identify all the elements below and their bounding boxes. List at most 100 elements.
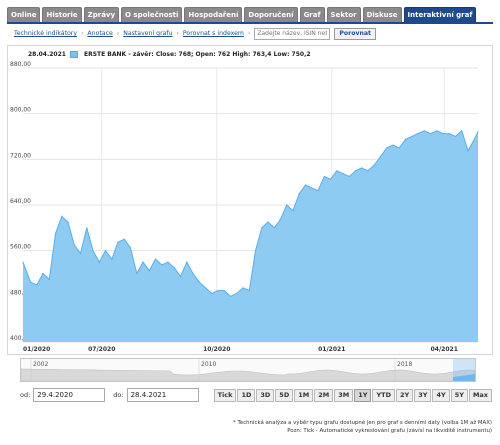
range-button-3d[interactable]: 3D (256, 388, 275, 402)
range-buttons: Tick 1D 3D 5D 1M 2M 3M 1Y YTD 2Y 3Y 4Y 5Y Max (213, 388, 492, 402)
data-point (79, 252, 82, 255)
data-point (436, 130, 438, 132)
to-date-input[interactable] (126, 388, 199, 402)
data-point (273, 227, 275, 229)
range-button-3y[interactable]: 3Y (414, 388, 432, 402)
data-point (192, 272, 194, 275)
tab-doporučení[interactable]: Doporučení (244, 7, 298, 22)
data-point (292, 210, 294, 212)
data-point (411, 135, 413, 138)
data-point (236, 292, 238, 295)
legend-text: ERSTE BANK - závěr: Close: 768; Open: 76… (83, 51, 311, 58)
x-tick-label: 01/2020 (23, 346, 50, 353)
data-point (267, 221, 269, 223)
legend-date: 28.04.2021 (28, 51, 66, 58)
range-button-max[interactable]: Max (468, 388, 492, 402)
data-point (242, 287, 244, 289)
tab-interaktivní-graf[interactable]: Interaktivní graf (403, 7, 477, 22)
data-point (323, 175, 325, 178)
tab-o-společnosti[interactable]: O společnosti (121, 7, 183, 22)
footnote-technical: * Technická analýza a výběr typu grafu d… (233, 420, 492, 426)
data-point (179, 275, 182, 277)
data-point (217, 290, 219, 292)
range-button-4y[interactable]: 4Y (432, 388, 450, 402)
data-point (429, 133, 432, 135)
separator: › (247, 30, 251, 37)
tab-historie[interactable]: Historie (42, 7, 82, 22)
tab-graf[interactable]: Graf (299, 7, 325, 22)
range-button-tick[interactable]: Tick (213, 388, 237, 402)
tab-online[interactable]: Online (7, 7, 41, 22)
data-point (423, 130, 425, 132)
compare-search-input[interactable] (254, 27, 331, 40)
tab-sektor[interactable]: Sektor (326, 7, 361, 22)
data-point (354, 170, 357, 172)
data-point (404, 138, 407, 140)
data-point (279, 218, 282, 220)
data-point (248, 290, 250, 292)
range-button-5d[interactable]: 5D (275, 388, 294, 402)
tab-diskuse[interactable]: Diskuse (362, 7, 402, 22)
data-point (161, 264, 163, 266)
compare-index-link[interactable]: Porovnat s indexem (182, 30, 244, 37)
to-label: do: (113, 391, 124, 399)
range-button-3m[interactable]: 3M (334, 388, 354, 402)
range-button-1y[interactable]: 1Y (354, 388, 372, 402)
data-point (167, 261, 169, 263)
range-button-5y[interactable]: 5Y (450, 388, 468, 402)
data-point (111, 258, 113, 260)
from-label: od: (20, 391, 31, 399)
data-point (98, 261, 100, 263)
price-area (23, 130, 478, 342)
data-point (104, 250, 107, 252)
data-point (29, 281, 32, 283)
footnotes: * Technická analýza a výběr typu grafu d… (233, 419, 492, 435)
data-point (123, 238, 125, 240)
separator: › (81, 30, 84, 37)
separator: › (176, 30, 179, 37)
data-point (348, 175, 350, 178)
data-point (42, 272, 44, 275)
data-point (173, 267, 175, 269)
y-tick-label: 400,00 (10, 335, 31, 342)
data-point (286, 204, 288, 206)
tab-zprávy[interactable]: Zprávy (83, 7, 120, 22)
navigator-year-label: 2010 (201, 361, 216, 368)
y-tick-label: 720,00 (10, 152, 31, 159)
data-point (154, 258, 157, 260)
data-point (398, 147, 400, 149)
navigator-chart[interactable]: 2002 2010 2018 (20, 359, 476, 382)
data-point (92, 250, 94, 252)
data-point (304, 184, 307, 186)
data-point (148, 270, 150, 272)
data-point (86, 227, 88, 229)
range-button-2y[interactable]: 2Y (396, 388, 414, 402)
data-point (254, 250, 257, 252)
range-navigator[interactable]: 2002 2010 2018 (20, 358, 476, 382)
navigator-year-label: 2018 (397, 361, 412, 368)
range-button-1m[interactable]: 1M (294, 388, 314, 402)
annotation-link[interactable]: Anotace (87, 30, 113, 37)
data-point (417, 133, 419, 135)
data-point (392, 144, 394, 146)
data-point (448, 133, 450, 135)
data-point (454, 135, 457, 138)
tab-hospodaření[interactable]: Hospodaření (184, 7, 243, 22)
from-date-input[interactable] (33, 388, 106, 402)
data-point (467, 150, 469, 152)
compare-button[interactable]: Porovnat (334, 27, 377, 40)
range-button-2m[interactable]: 2M (314, 388, 334, 402)
data-point (54, 232, 57, 235)
range-button-ytd[interactable]: YTD (372, 388, 395, 402)
range-button-1d[interactable]: 1D (237, 388, 256, 402)
data-point (442, 133, 444, 135)
data-point (22, 261, 24, 263)
chart-settings-link[interactable]: Nastavení grafu (123, 30, 173, 37)
navigator-area (20, 368, 476, 382)
price-chart[interactable]: 880,00 800,00 720,00 640,00 560,00 480,00 400,… (8, 46, 492, 354)
technical-indicators-link[interactable]: Technické indikátory (14, 30, 78, 37)
y-tick-label: 560,00 (10, 244, 31, 251)
data-point (142, 261, 144, 263)
data-point (61, 215, 63, 217)
navigator-selection-area (453, 374, 475, 381)
